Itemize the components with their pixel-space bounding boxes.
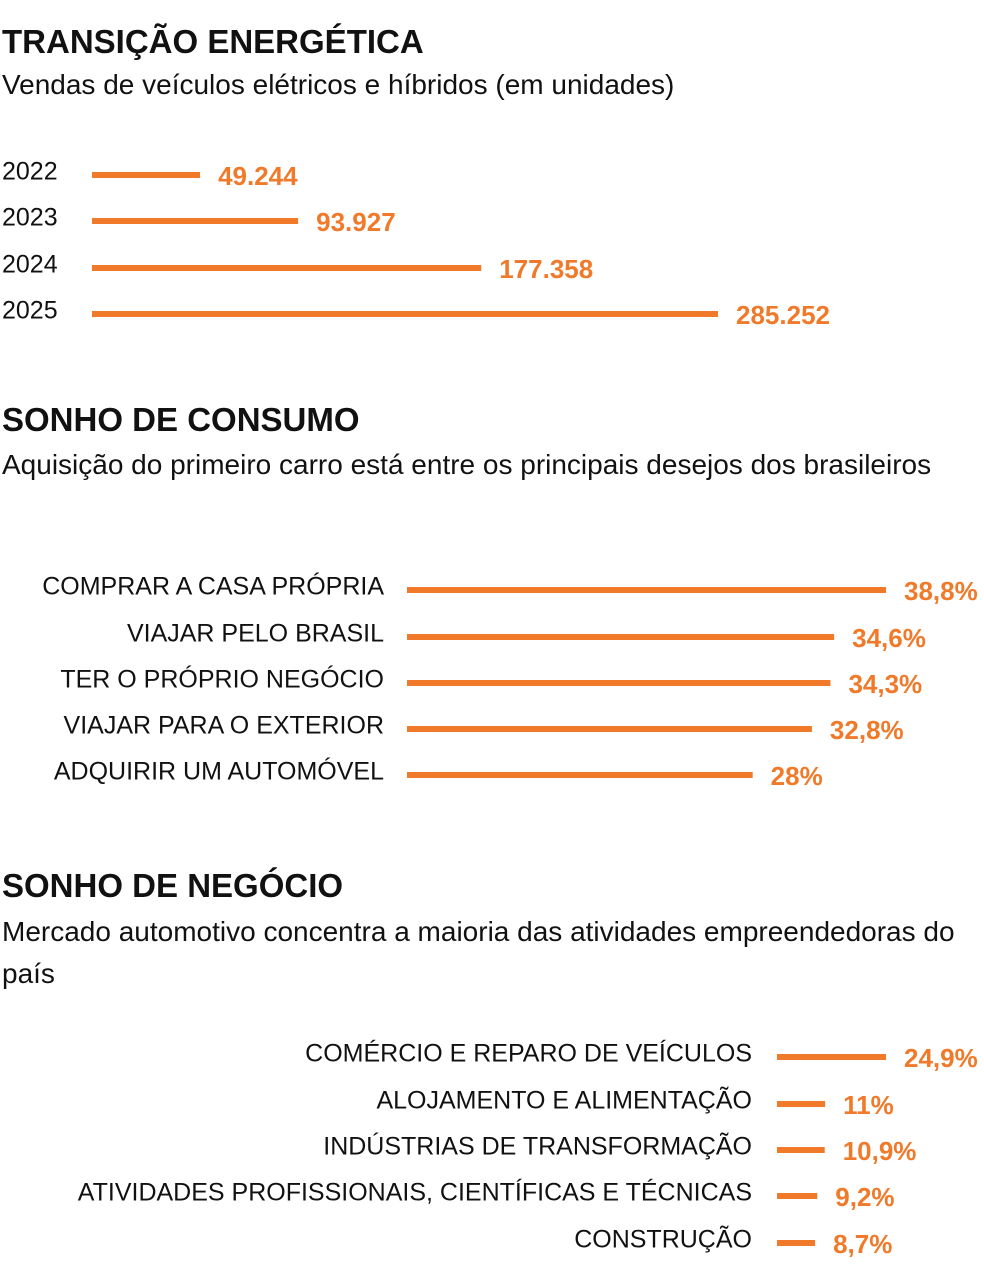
value-label: 28% [771,761,823,791]
category-label: 2023 [2,204,58,232]
value-label: 24,9% [904,1043,978,1073]
value-label: 8,7% [833,1229,892,1259]
category-label: 2022 [2,158,58,186]
category-label: ATIVIDADES PROFISSIONAIS, CIENTÍFICAS E … [78,1178,752,1207]
category-label: CONSTRUÇÃO [574,1225,752,1254]
value-label: 177.358 [499,254,593,284]
value-label: 285.252 [736,300,830,330]
chart-subtitle: Vendas de veículos elétricos e híbridos … [2,69,675,100]
value-label: 11% [843,1090,894,1120]
chart-subtitle: Mercado automotivo concentra a maioria d… [2,916,955,989]
category-label: VIAJAR PELO BRASIL [127,620,384,648]
category-label: INDÚSTRIAS DE TRANSFORMAÇÃO [323,1132,752,1161]
category-label: TER O PRÓPRIO NEGÓCIO [60,665,384,694]
value-label: 10,9% [843,1136,917,1166]
category-label: COMPRAR A CASA PRÓPRIA [42,572,384,601]
chart-title: SONHO DE CONSUMO [2,401,360,438]
value-label: 32,8% [830,715,904,745]
chart-subtitle: Aquisição do primeiro carro está entre o… [2,449,932,480]
category-label: 2025 [2,297,58,325]
value-label: 34,6% [852,623,926,653]
value-label: 38,8% [904,576,978,606]
chart-title: TRANSIÇÃO ENERGÉTICA [2,23,424,60]
chart-title: SONHO DE NEGÓCIO [2,867,344,904]
category-label: ADQUIRIR UM AUTOMÓVEL [54,757,384,786]
value-label: 49.244 [218,161,298,191]
value-label: 9,2% [835,1182,894,1212]
category-label: ALOJAMENTO E ALIMENTAÇÃO [376,1086,752,1115]
value-label: 34,3% [848,669,922,699]
category-label: VIAJAR PARA O EXTERIOR [64,712,384,740]
category-label: COMÉRCIO E REPARO DE VEÍCULOS [305,1039,752,1068]
value-label: 93.927 [316,207,396,237]
category-label: 2024 [2,251,58,279]
